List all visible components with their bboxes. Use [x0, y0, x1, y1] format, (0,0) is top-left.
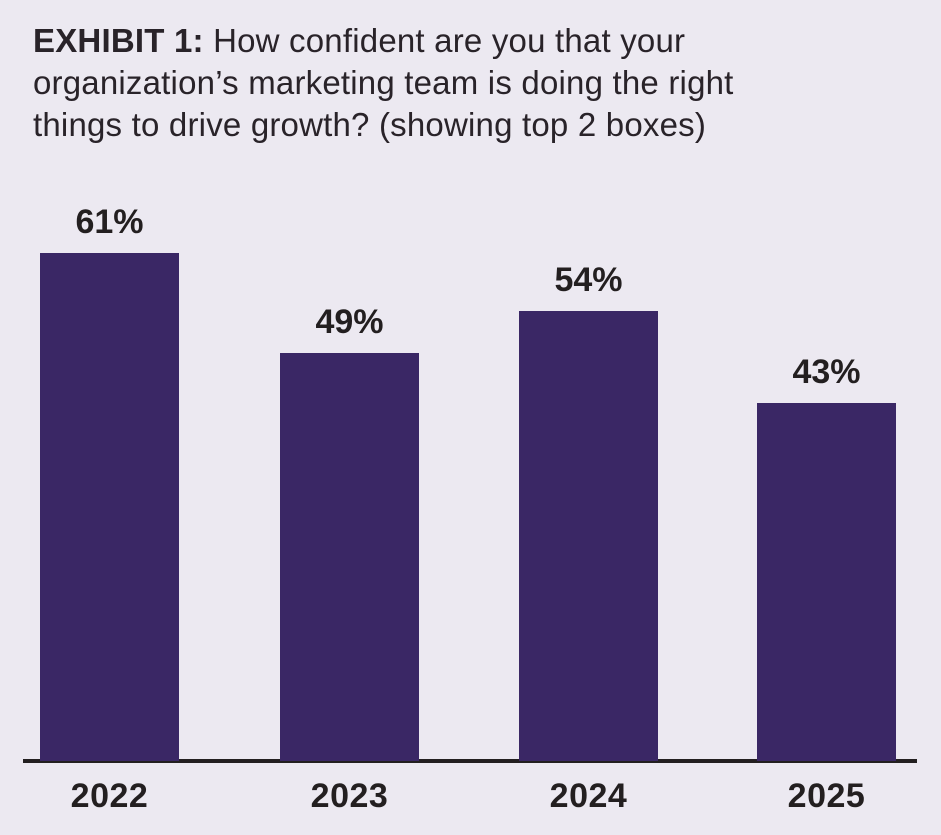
- bar: [519, 311, 658, 761]
- chart-title-line1: EXHIBIT 1: How confident are you that yo…: [33, 20, 918, 62]
- chart-title: EXHIBIT 1: How confident are you that yo…: [33, 20, 918, 146]
- bar: [757, 403, 896, 761]
- bar-value-label: 43%: [792, 353, 861, 391]
- x-axis-tick-label: 2022: [70, 777, 149, 815]
- bar-group-2025: 43%: [757, 353, 896, 761]
- bar: [40, 253, 179, 761]
- chart-title-line1-rest: How confident are you that your: [203, 22, 686, 59]
- x-axis-tick-label: 2025: [787, 777, 866, 815]
- bar-group-2024: 54%: [519, 261, 658, 761]
- x-axis-tick-label: 2023: [310, 777, 389, 815]
- bar-group-2023: 49%: [280, 303, 419, 761]
- bar-value-label: 54%: [554, 261, 623, 299]
- chart-title-line3: things to drive growth? (showing top 2 b…: [33, 106, 707, 143]
- x-axis-tick-label: 2024: [549, 777, 628, 815]
- bar-value-label: 61%: [75, 203, 144, 241]
- bar: [280, 353, 419, 761]
- chart-title-line2: organization’s marketing team is doing t…: [33, 64, 734, 101]
- chart-title-prefix: EXHIBIT 1:: [33, 22, 204, 59]
- bar-group-2022: 61%: [40, 203, 179, 761]
- x-axis-line: [23, 759, 917, 763]
- bar-value-label: 49%: [315, 303, 384, 341]
